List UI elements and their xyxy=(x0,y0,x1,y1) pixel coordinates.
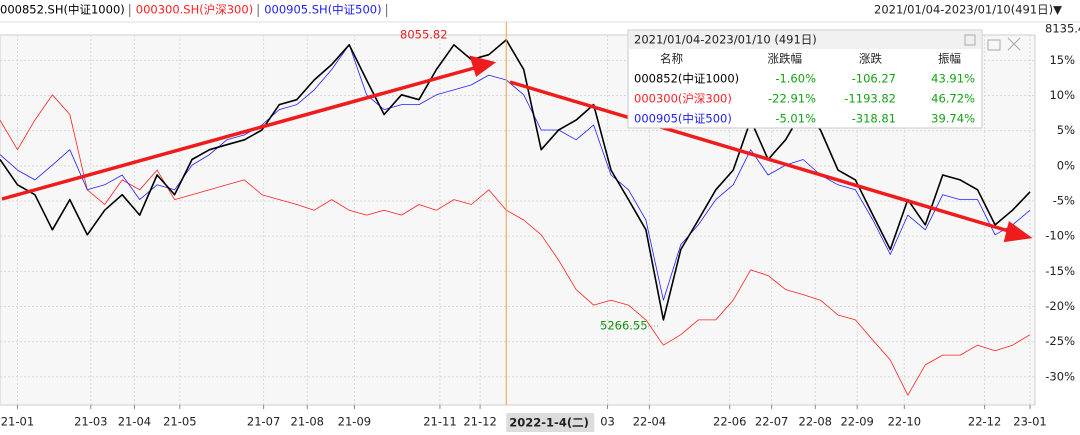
table-cell: 000905(中证500) xyxy=(634,112,732,126)
series-line xyxy=(0,94,1031,396)
top-bar xyxy=(0,0,1080,22)
y-tick-label: 10% xyxy=(1049,88,1075,102)
legend-entry: 000300.SH(沪深300) xyxy=(136,3,253,17)
table-close[interactable] xyxy=(964,34,976,46)
maximize-icon[interactable] xyxy=(987,39,1001,51)
top-value: 8135.4 xyxy=(1045,22,1080,36)
info-table: 2021/01/04-2023/01/10 (491日) 名称 涨跌幅 涨跌 振幅 00… xyxy=(627,29,983,129)
table-cell: 000852(中证1000) xyxy=(634,72,739,86)
x-tick-label: 21-05 xyxy=(163,415,196,429)
table-cell: 000300(沪深300) xyxy=(634,92,732,106)
y-tick-label: -5% xyxy=(1053,194,1075,208)
crosshair-label-box xyxy=(506,413,595,432)
x-tick-label: 22-07 xyxy=(755,415,788,429)
x-tick-label: 22-10 xyxy=(888,415,921,429)
table-header: 名称 xyxy=(660,52,683,66)
y-tick-label: -20% xyxy=(1045,299,1075,313)
table-cell: -22.91% xyxy=(768,92,816,106)
y-axis: 15% 10% 5% 0% -5% -10% -15% -20% -25% -30% xyxy=(1045,53,1075,384)
legend-entry: 000852.SH(中证1000) xyxy=(0,3,125,17)
table-header: 振幅 xyxy=(938,52,961,66)
legend-entry: 000905.SH(中证500) xyxy=(264,3,381,17)
table-cell: 43.91% xyxy=(931,72,975,86)
trend-line-down xyxy=(509,80,1013,234)
table-cell: -1193.82 xyxy=(844,92,896,106)
trend-line-up xyxy=(1,65,479,201)
x-tick-label: 03 xyxy=(600,415,615,429)
arrow-head xyxy=(469,55,497,77)
x-tick-label: 23-01 xyxy=(1013,415,1046,429)
x-axis: 21-01 21-03 21-04 21-05 21-07 21-08 21-09 21-11… xyxy=(1,22,1047,432)
range-selector[interactable]: 2021/01/04-2023/01/10(491日)▼ xyxy=(874,3,1062,17)
arrow-head xyxy=(1003,221,1033,243)
table-title: 2021/01/04-2023/01/10 (491日) xyxy=(634,33,817,47)
y-tick-label: 5% xyxy=(1057,123,1075,137)
y-tick-label: 0% xyxy=(1057,158,1075,172)
x-tick-label: 21-03 xyxy=(74,415,107,429)
table-cell: 39.74% xyxy=(931,112,975,126)
x-tick-label: 22-08 xyxy=(799,415,832,429)
table-body: 名称 涨跌幅 涨跌 振幅 000852(中证1000) -1.60% -106.27 43.9… xyxy=(634,52,975,126)
legend: 000852.SH(中证1000) 000300.SH(沪深300) 000905.… xyxy=(0,3,388,17)
y-tick-label: -30% xyxy=(1045,369,1075,383)
table-cell: -318.81 xyxy=(852,112,896,126)
x-tick-label: 21-09 xyxy=(338,415,371,429)
x-tick-label: 22-04 xyxy=(633,415,666,429)
y-tick-label: -25% xyxy=(1045,334,1075,348)
table-header: 涨跌幅 xyxy=(768,52,803,66)
x-tick-label: 21-07 xyxy=(247,415,280,429)
crosshair-label: 2022-1-4(二) xyxy=(509,416,589,430)
table-cell: -1.60% xyxy=(775,72,816,86)
series-line xyxy=(0,44,1031,301)
y-tick-label: -15% xyxy=(1045,264,1075,278)
high-annotation: 8055.82 xyxy=(400,28,448,42)
close-icon[interactable] xyxy=(1007,37,1021,51)
x-tick-label: 21-11 xyxy=(423,415,456,429)
x-tick-label: 21-12 xyxy=(463,415,496,429)
table-header: 涨跌 xyxy=(859,52,882,66)
table-cell: 46.72% xyxy=(931,92,975,106)
y-tick-label: -10% xyxy=(1045,229,1075,243)
y-tick-label: 15% xyxy=(1049,53,1075,67)
x-tick-label: 21-01 xyxy=(1,415,34,429)
table-cell: -5.01% xyxy=(775,112,816,126)
trend-arrows xyxy=(1,55,1033,243)
x-tick-label: 22-09 xyxy=(840,415,873,429)
table-title-bar xyxy=(629,31,981,49)
x-tick-label: 21-04 xyxy=(118,415,151,429)
low-annotation: 5266.55 xyxy=(600,319,648,333)
x-tick-label: 22-06 xyxy=(713,415,746,429)
table-cell: -106.27 xyxy=(852,72,896,86)
x-tick-label: 22-12 xyxy=(968,415,1001,429)
x-tick-label: 21-08 xyxy=(291,415,324,429)
